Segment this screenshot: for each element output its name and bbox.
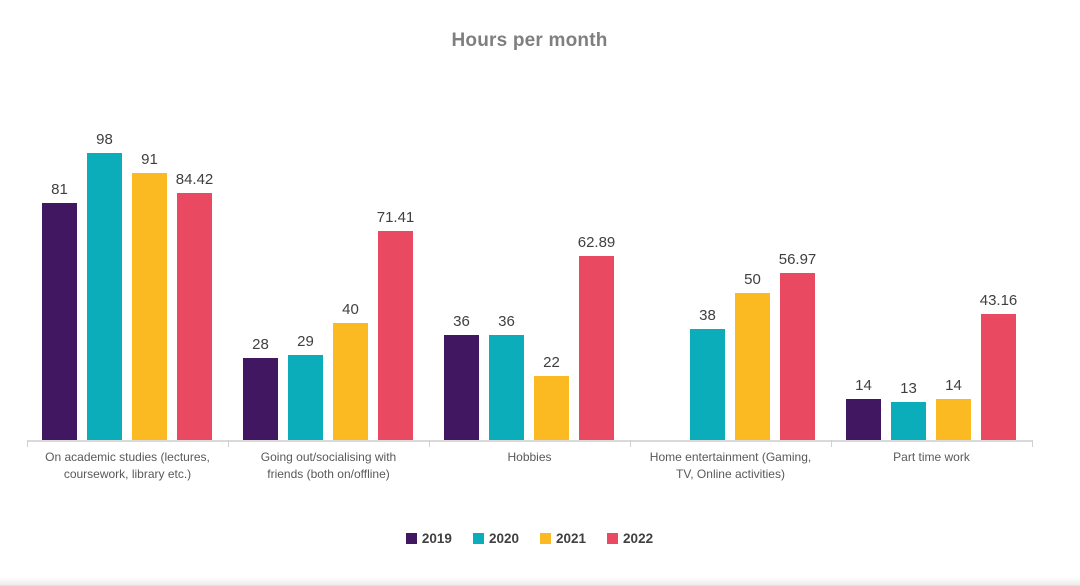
bar-value-label: 50 (744, 271, 761, 288)
bar-value-label: 22 (543, 354, 560, 371)
bar-value-label: 13 (900, 380, 917, 397)
axis-tick (228, 440, 229, 447)
axis-tick (831, 440, 832, 447)
legend-swatch (405, 533, 417, 544)
bar-2019 (444, 335, 479, 440)
bar-value-label: 62.89 (577, 234, 616, 251)
bar-value-label: 56.97 (778, 251, 817, 268)
axis-tick (1032, 440, 1033, 447)
bar-value-label: 29 (297, 333, 314, 350)
category-label: On academic studies (lectures, coursewor… (45, 450, 210, 482)
bar-2021 (936, 399, 971, 440)
legend-item-label: 2021 (556, 531, 587, 546)
bar-value-label: 36 (498, 313, 515, 330)
bar-2021 (333, 323, 368, 440)
category-label: Part time work (893, 450, 970, 464)
bar-value-label: 36 (453, 313, 470, 330)
x-axis-line (27, 440, 1033, 442)
bar-value-label: 84.42 (175, 171, 214, 188)
bar-2019 (846, 399, 881, 440)
bar-2022 (378, 231, 413, 440)
bar-2020 (690, 329, 725, 440)
legend: 2019 2020 2021 2022 (27, 531, 1032, 546)
bar-value-label: 98 (96, 131, 113, 148)
bar-2021 (534, 376, 569, 440)
bar-2019 (42, 203, 77, 440)
bar-2020 (87, 153, 122, 440)
bar-value-label: 71.41 (376, 209, 415, 226)
bar-value-label: 14 (855, 377, 872, 394)
legend-item-2021: 2021 (540, 531, 586, 546)
bar-value-label: 91 (141, 151, 158, 168)
legend-swatch (472, 533, 484, 544)
category-label: Hobbies (507, 450, 552, 464)
bar-2022 (579, 256, 614, 440)
chart-title: Hours per month (451, 30, 608, 51)
bar-2022 (177, 193, 212, 440)
legend-swatch (607, 533, 619, 544)
legend-item-2022: 2022 (607, 531, 653, 546)
bar-value-label: 14 (945, 377, 962, 394)
legend-swatch (540, 533, 551, 544)
legend-item-label: 2019 (421, 531, 452, 546)
legend-item-label: 2020 (488, 531, 519, 546)
bar-2021 (735, 293, 770, 440)
legend-item-2019: 2019 (405, 531, 452, 546)
bar-value-label: 81 (51, 181, 68, 198)
bar-2021 (132, 173, 167, 440)
bar-2020 (288, 355, 323, 440)
legend-item-label: 2022 (623, 531, 654, 546)
axis-tick (630, 440, 631, 447)
bar-2022 (981, 314, 1016, 440)
bottom-edge-divider (0, 577, 1080, 586)
bar-2020 (489, 335, 524, 440)
axis-tick (429, 440, 430, 447)
bar-2022 (780, 273, 815, 440)
bar-value-label: 28 (252, 336, 269, 353)
bar-2019 (243, 358, 278, 440)
bar-value-label: 43.16 (979, 292, 1018, 309)
bar-value-label: 40 (342, 301, 359, 318)
legend-item-2020: 2020 (472, 531, 519, 546)
bar-2020 (891, 402, 926, 440)
axis-tick (27, 440, 28, 447)
category-label: Going out/socialising with friends (both… (260, 450, 397, 482)
category-label: Home entertainment (Gaming, TV, Online a… (649, 450, 812, 482)
bar-value-label: 38 (699, 307, 716, 324)
plot-area: 81 98 91 84.42 28 29 40 71.41 36 36 22 62.89 38 50 56.… (27, 132, 1032, 440)
